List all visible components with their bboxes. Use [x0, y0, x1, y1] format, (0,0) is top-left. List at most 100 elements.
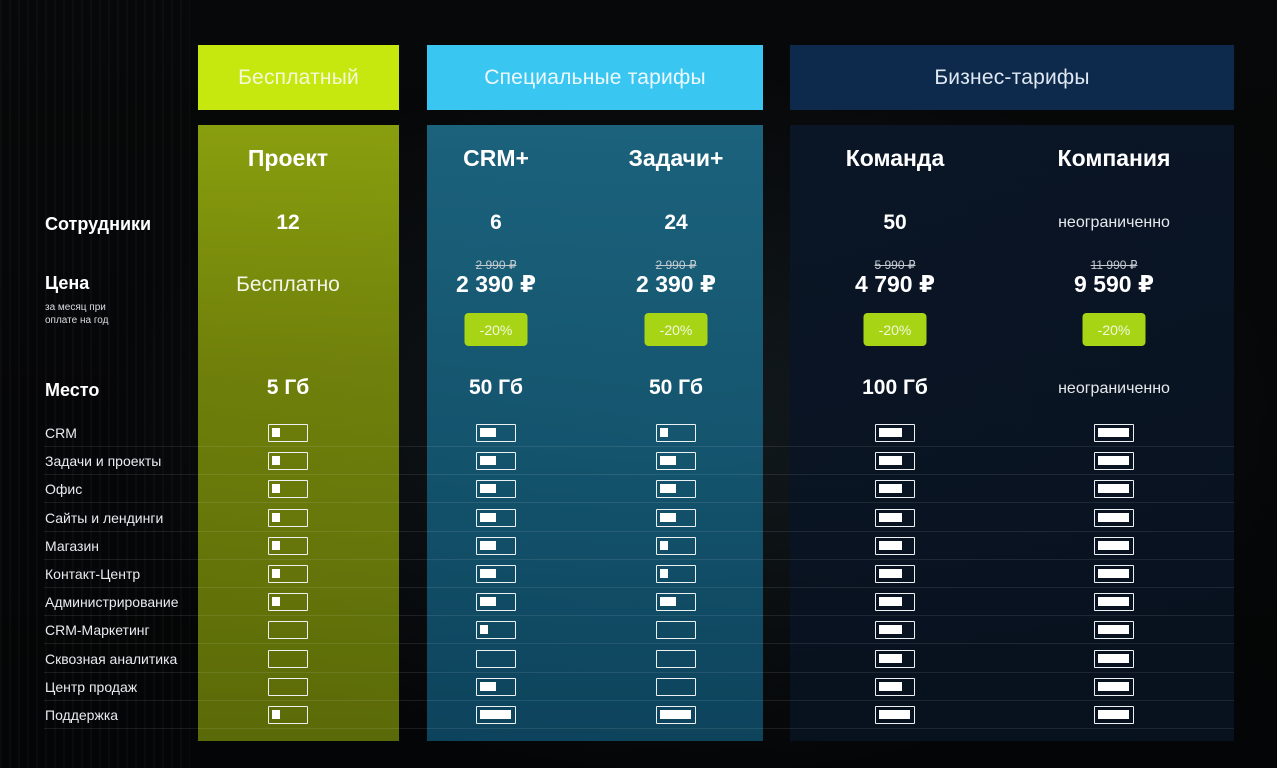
plan-employees: 50	[883, 211, 907, 234]
price-note-line1: за месяц при	[45, 302, 106, 313]
feature-level-fill	[272, 540, 280, 550]
feature-level-fill	[1098, 710, 1129, 719]
feature-level-bar	[1094, 452, 1134, 471]
feature-level-fill	[1098, 625, 1129, 635]
feature-level-bar	[268, 452, 308, 471]
feature-level-bar	[476, 621, 516, 640]
feature-level-fill	[1098, 569, 1129, 578]
feature-level-fill	[660, 540, 668, 550]
feature-level-bar	[656, 593, 696, 612]
feature-label: Сквозная аналитика	[45, 650, 178, 667]
background-stripes	[0, 0, 190, 768]
plan-price: 4 790 ₽	[855, 271, 935, 297]
feature-label: CRM-Маркетинг	[45, 622, 150, 639]
row-divider	[44, 474, 1234, 476]
business-plans-column	[790, 125, 1234, 741]
feature-level-fill	[1098, 681, 1129, 691]
feature-level-fill	[879, 512, 902, 522]
feature-level-bar	[268, 706, 308, 724]
plan-price: 2 390 ₽	[456, 271, 536, 297]
feature-level-bar	[476, 677, 516, 696]
feature-level-fill	[660, 428, 668, 437]
feature-level-bar	[1094, 508, 1134, 527]
free-plans-header[interactable]: Бесплатный	[198, 45, 399, 110]
feature-level-fill	[272, 597, 280, 607]
feature-label: Администрирование	[45, 594, 179, 611]
feature-level-bar	[656, 536, 696, 555]
plan-storage: 50 Гб	[468, 376, 524, 399]
plan-price: 9 590 ₽	[1074, 271, 1154, 297]
feature-label: Поддержка	[45, 707, 119, 723]
plan-storage: 50 Гб	[648, 376, 704, 399]
discount-badge: -20%	[644, 313, 708, 346]
feature-level-fill	[879, 569, 902, 578]
feature-level-bar	[1094, 677, 1134, 696]
feature-level-bar	[656, 621, 696, 640]
feature-level-fill	[480, 456, 496, 466]
discount-badge: -20%	[1082, 313, 1146, 346]
row-divider	[44, 671, 1234, 673]
feature-level-bar	[1094, 565, 1134, 583]
feature-level-fill	[660, 512, 676, 522]
feature-level-fill	[1098, 512, 1129, 522]
feature-level-fill	[879, 484, 902, 494]
feature-level-bar	[268, 565, 308, 583]
feature-level-fill	[879, 540, 902, 550]
special-plans-header[interactable]: Специальные тарифы	[427, 45, 763, 110]
row-divider	[44, 699, 1234, 701]
feature-level-bar	[875, 508, 915, 527]
plan-price: 2 390 ₽	[636, 271, 716, 297]
feature-level-bar	[1094, 706, 1134, 724]
feature-level-bar	[1094, 424, 1134, 442]
feature-level-fill	[879, 653, 902, 663]
feature-level-fill	[480, 597, 496, 607]
feature-level-fill	[480, 625, 488, 635]
row-divider	[44, 502, 1234, 504]
feature-level-bar	[656, 452, 696, 471]
feature-level-fill	[272, 710, 280, 719]
plan-storage: 100 Гб	[862, 376, 928, 399]
feature-level-bar	[476, 649, 516, 668]
plan-storage: 5 Гб	[266, 376, 310, 399]
feature-level-bar	[1094, 536, 1134, 555]
business-plans-header[interactable]: Бизнес-тарифы	[790, 45, 1234, 110]
feature-level-fill	[1098, 428, 1129, 437]
feature-level-bar	[1094, 649, 1134, 668]
feature-level-bar	[1094, 593, 1134, 612]
feature-level-bar	[476, 593, 516, 612]
feature-level-bar	[476, 480, 516, 499]
plan-name: Команда	[845, 145, 945, 171]
feature-level-bar	[875, 621, 915, 640]
discount-badge: -20%	[863, 313, 927, 346]
feature-level-fill	[1098, 597, 1129, 607]
feature-level-bar	[268, 649, 308, 668]
feature-level-fill	[272, 484, 280, 494]
plan-employees: 12	[276, 211, 300, 234]
free-plan-column	[198, 125, 399, 741]
feature-level-fill	[660, 597, 676, 607]
feature-level-fill	[480, 569, 496, 578]
price-note-line2: оплате на год	[45, 315, 109, 326]
feature-level-fill	[660, 710, 691, 719]
plan-name: CRM+	[463, 145, 529, 171]
discount-badge: -20%	[464, 313, 528, 346]
plan-old-price: 11 990 ₽	[1090, 258, 1138, 272]
plan-name: Задачи+	[628, 145, 724, 171]
plan-employees: 6	[490, 211, 502, 234]
feature-level-bar	[476, 452, 516, 471]
feature-level-bar	[476, 424, 516, 442]
feature-level-fill	[879, 625, 902, 635]
feature-level-fill	[879, 681, 902, 691]
feature-level-bar	[1094, 621, 1134, 640]
feature-level-bar	[875, 649, 915, 668]
plan-employees: 24	[664, 211, 688, 234]
feature-level-fill	[879, 597, 902, 607]
feature-level-bar	[875, 536, 915, 555]
feature-level-bar	[656, 677, 696, 696]
feature-level-bar	[476, 565, 516, 583]
plan-price: Бесплатно	[236, 273, 340, 296]
feature-level-fill	[1098, 456, 1129, 466]
feature-level-bar	[656, 480, 696, 499]
feature-level-bar	[875, 480, 915, 499]
feature-level-bar	[268, 424, 308, 442]
